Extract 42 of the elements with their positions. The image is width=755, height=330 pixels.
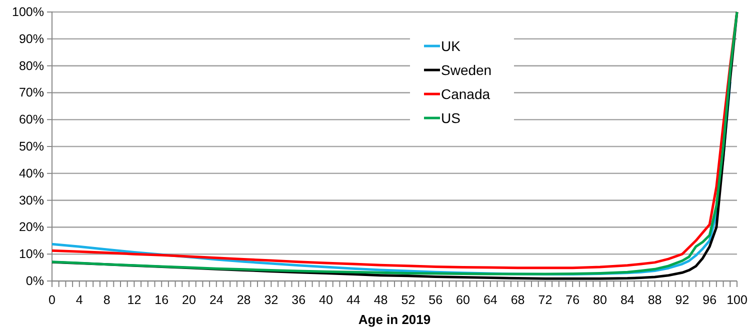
x-tick-label: 32 [264,292,278,307]
x-tick-label: 24 [209,292,224,307]
y-tick-label: 0% [26,274,44,288]
legend-label: Canada [441,86,490,102]
x-tick-label: 88 [648,292,662,307]
legend-label: US [441,110,460,126]
x-tick-label: 92 [675,292,690,307]
y-tick-label: 70% [18,86,44,100]
x-tick-label: 56 [428,292,443,307]
x-tick-label: 40 [319,292,333,307]
x-axis-title: Age in 2019 [358,312,431,327]
y-tick-label: 20% [18,220,44,234]
x-tick-label: 12 [127,292,142,307]
y-tick-label: 30% [18,193,44,208]
x-tick-label: 8 [103,292,110,307]
x-tick-label: 80 [593,292,607,307]
y-tick-label: 40% [18,166,44,180]
x-tick-label: 64 [483,292,498,307]
x-tick-label: 84 [620,292,634,307]
x-tick-label: 100 [726,292,748,307]
x-tick-label: 28 [236,292,251,307]
x-tick-label: 68 [510,292,525,307]
x-tick-label: 48 [374,292,388,307]
x-tick-label: 72 [538,292,552,307]
x-tick-label: 16 [154,292,169,307]
legend-label: Sweden [441,62,492,78]
y-tick-label: 10% [18,247,44,262]
x-tick-label: 96 [702,292,717,307]
y-tick-label: 100% [12,5,44,19]
legend-label: UK [441,38,462,54]
y-tick-label: 90% [18,32,44,46]
x-tick-label: 52 [401,292,416,307]
y-tick-label: 50% [18,140,44,154]
y-tick-label: 60% [18,112,44,127]
x-tick-label: 36 [292,292,306,307]
y-tick-label: 80% [18,58,44,73]
x-tick-label: 76 [566,292,580,307]
x-tick-label: 4 [76,292,83,307]
x-tick-label: 44 [346,292,360,307]
x-tick-label: 0 [48,292,56,307]
x-tick-label: 20 [182,292,196,307]
x-tick-label: 60 [456,292,470,307]
